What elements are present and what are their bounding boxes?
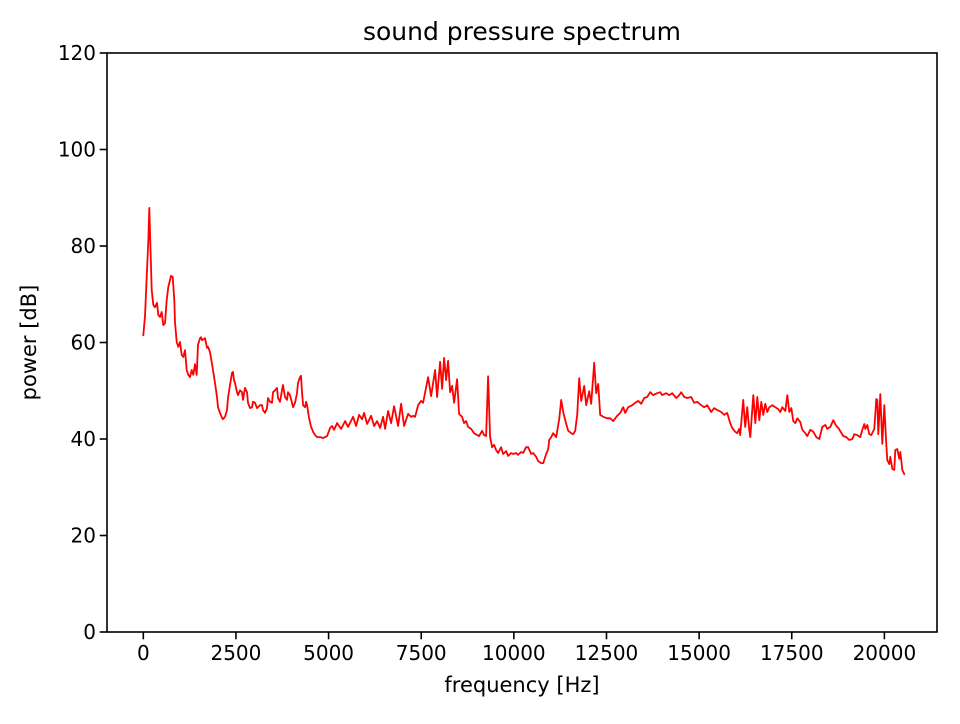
x-tick-label: 7500 [396,641,447,665]
x-axis: 0 2500 5000 7500 10000 12500 15000 17500 20000 [137,632,916,665]
x-axis-label: frequency [Hz] [444,673,599,697]
y-tick-label: 40 [71,427,96,451]
y-tick-label: 120 [58,41,96,65]
y-tick-label: 0 [83,620,96,644]
y-axis-label: power [dB] [17,285,41,401]
x-tick-label: 5000 [303,641,354,665]
x-tick-label: 17500 [760,641,824,665]
x-tick-label: 10000 [482,641,546,665]
chart-title: sound pressure spectrum [363,17,681,46]
x-tick-label: 2500 [210,641,261,665]
plot-area-border [106,52,938,633]
x-tick-label: 0 [137,641,150,665]
x-tick-label: 20000 [853,641,917,665]
y-axis: 0 20 40 60 80 100 120 [58,41,107,644]
y-tick-label: 60 [71,331,96,355]
x-tick-label: 15000 [667,641,731,665]
y-tick-label: 100 [58,138,96,162]
y-tick-label: 20 [71,524,96,548]
y-tick-label: 80 [71,234,96,258]
x-tick-label: 12500 [575,641,639,665]
spectrum-line [142,206,906,476]
